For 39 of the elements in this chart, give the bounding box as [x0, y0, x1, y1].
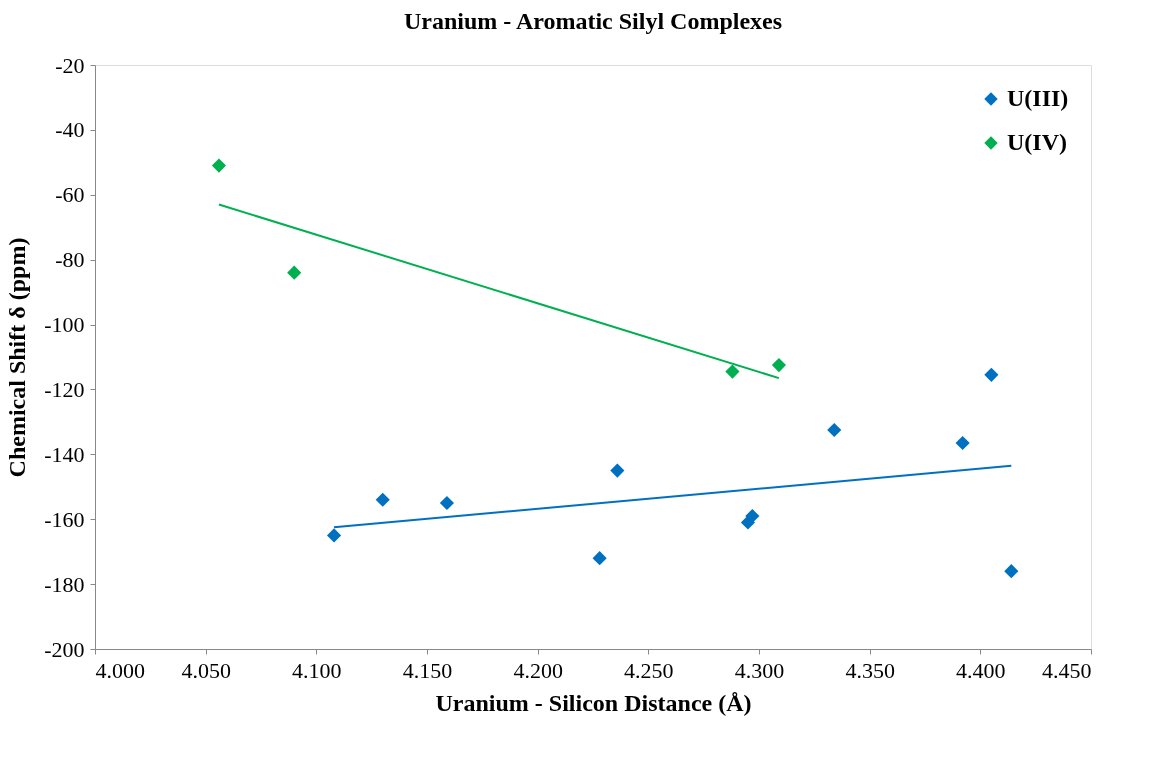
point	[984, 367, 999, 382]
y-tick-label: -80	[55, 247, 85, 273]
point	[1004, 564, 1019, 579]
point	[375, 492, 390, 507]
point	[827, 422, 842, 438]
point	[439, 495, 454, 511]
point	[287, 265, 302, 280]
y-tick-label: -160	[44, 506, 85, 532]
x-tick-label: 4.150	[402, 657, 453, 683]
legend-label: U(III)	[1007, 85, 1069, 111]
x-tick-label: 4.400	[956, 657, 1006, 683]
x-axis-title: Uranium - Silicon Distance (Å)	[435, 689, 752, 716]
point	[955, 435, 970, 451]
y-tick-label: -40	[55, 117, 85, 143]
x-tick-label: 4.000	[95, 657, 145, 683]
y-tick-label: -140	[44, 441, 85, 467]
point	[725, 364, 740, 379]
y-tick-label: -180	[44, 571, 85, 597]
point	[610, 463, 625, 478]
x-tick-label: 4.200	[513, 657, 563, 683]
point	[745, 508, 760, 524]
y-axis-title: Chemical Shift δ (ppm)	[4, 237, 31, 478]
point	[326, 528, 342, 543]
x-tick-label: 4.100	[292, 657, 342, 683]
point	[592, 551, 607, 566]
point	[211, 158, 227, 173]
chart-title: Uranium - Aromatic Silyl Complexes	[403, 8, 783, 34]
legend-label: U(IV)	[1007, 129, 1067, 155]
x-tick-label: 4.050	[181, 657, 231, 683]
x-tick-label: 4.350	[845, 657, 895, 683]
y-tick-label: -120	[44, 376, 85, 402]
y-tick-label: -60	[55, 182, 85, 208]
x-tick-label: 4.450	[1042, 657, 1092, 683]
x-tick-label: 4.250	[624, 657, 674, 683]
y-tick-label: -200	[44, 636, 85, 662]
y-tick-label: -20	[55, 52, 85, 78]
y-tick-label: -100	[44, 312, 85, 338]
x-tick-label: 4.300	[734, 657, 785, 683]
point	[771, 358, 786, 373]
